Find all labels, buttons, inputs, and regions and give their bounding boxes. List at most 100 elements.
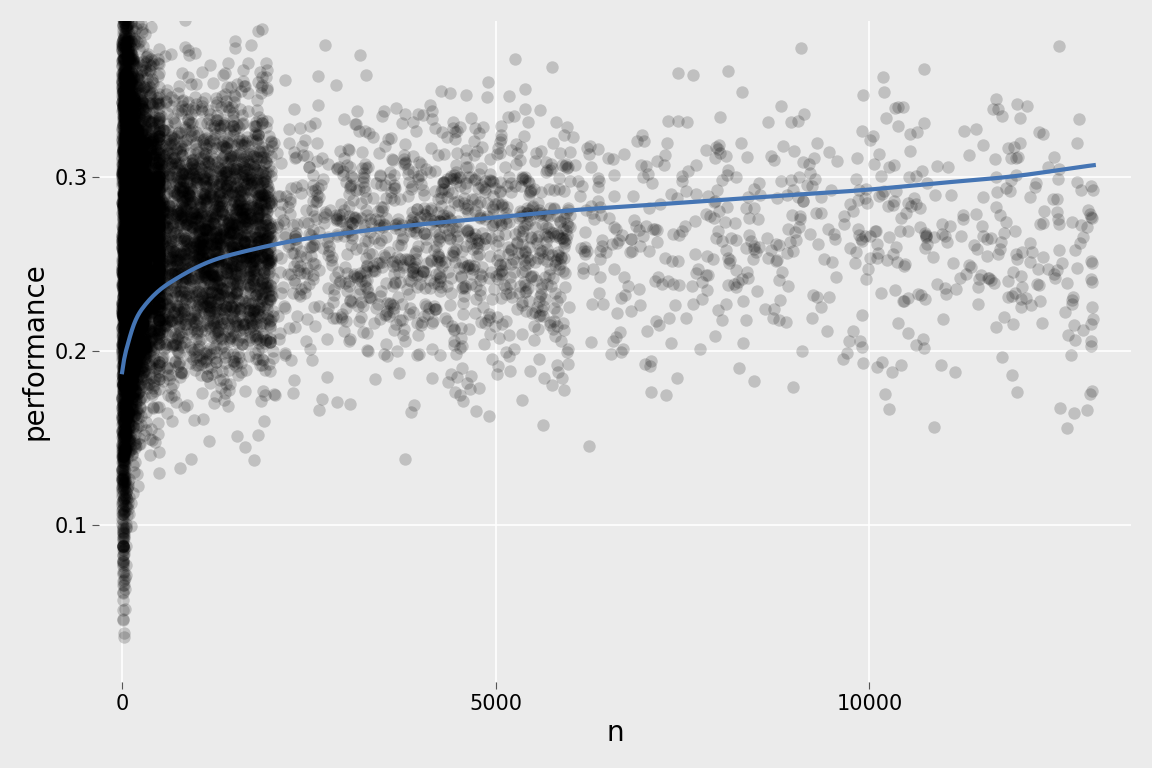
Point [876,388,894,400]
Point [119,248,137,260]
Point [195,271,213,283]
Point [907,339,925,351]
Point [129,144,147,156]
Point [119,264,137,276]
Point [770,314,788,326]
Point [121,305,139,317]
Point [147,189,166,201]
Point [615,270,634,283]
Point [433,177,452,189]
Point [280,323,298,335]
Point [118,351,136,363]
Point [121,144,139,157]
Point [185,164,204,176]
Point [115,319,134,332]
Point [131,226,150,238]
Point [114,0,132,3]
Point [114,28,132,40]
Point [149,235,167,247]
Point [114,405,132,417]
Point [159,272,177,284]
Point [646,315,665,327]
Point [123,345,142,357]
Point [341,161,359,173]
Point [130,401,149,413]
Point [124,237,143,249]
Point [294,149,312,161]
Point [144,382,162,395]
Point [198,271,217,283]
Point [1082,180,1100,192]
Point [290,290,309,302]
Point [677,312,696,324]
Point [168,332,187,344]
Point [151,264,169,276]
Point [121,356,139,369]
Point [192,320,211,333]
Point [121,266,139,278]
Point [121,309,139,321]
Point [113,167,131,179]
Point [121,192,139,204]
Point [236,236,255,248]
Point [195,243,213,255]
Point [114,286,132,299]
Point [114,462,132,475]
Y-axis label: performance: performance [21,263,48,440]
Point [207,156,226,168]
Point [127,199,145,211]
Point [127,440,145,452]
Point [165,246,183,258]
Point [123,390,142,402]
Point [252,275,271,287]
Point [120,248,138,260]
Point [129,253,147,265]
Point [170,246,189,258]
Point [188,313,206,326]
Point [517,285,536,297]
Point [115,308,134,320]
Point [114,284,132,296]
Point [142,22,160,34]
Point [441,214,460,226]
Point [116,110,135,122]
Point [237,177,256,189]
Point [134,308,152,320]
Point [223,120,242,132]
Point [119,278,137,290]
Point [166,356,184,368]
Point [147,181,166,194]
Point [144,163,162,175]
Point [138,227,157,239]
Point [131,181,150,194]
Point [119,279,137,291]
Point [205,230,223,242]
Point [118,186,136,198]
Point [114,227,132,240]
Point [123,131,142,143]
Point [454,308,472,320]
Point [135,276,153,289]
Point [157,291,175,303]
Point [122,227,141,240]
Point [115,370,134,382]
Point [513,171,531,184]
Point [114,451,132,463]
Point [869,247,887,260]
Point [167,205,185,217]
Point [673,225,691,237]
Point [164,112,182,124]
Point [119,295,137,307]
Point [134,247,152,259]
Point [123,376,142,388]
Point [114,10,132,22]
Point [128,247,146,259]
Point [213,323,232,335]
Point [127,325,145,337]
Point [120,182,138,194]
Point [126,253,144,265]
Point [384,280,402,292]
Point [374,249,393,261]
Point [139,204,158,216]
Point [144,212,162,224]
